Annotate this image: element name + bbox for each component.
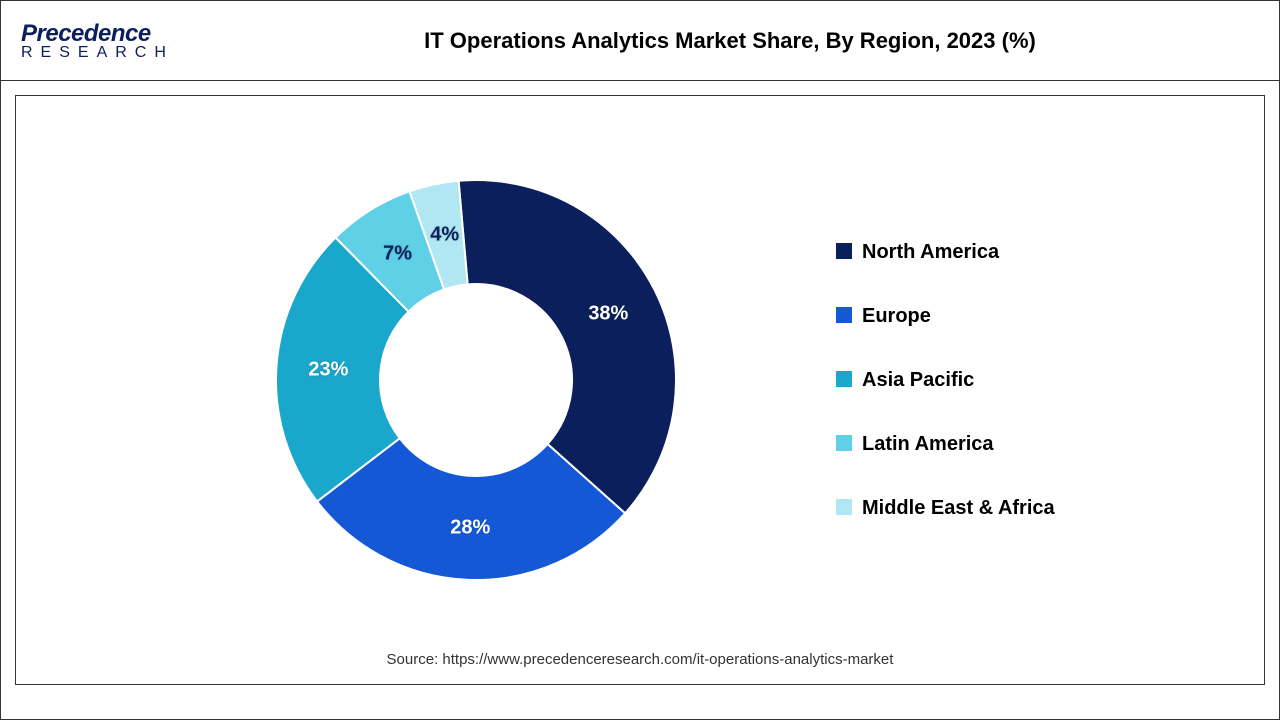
legend-swatch (836, 371, 852, 387)
logo-line2: RESEARCH (21, 44, 191, 62)
legend-item: Europe (836, 303, 1055, 329)
legend-label: Europe (862, 303, 931, 329)
legend-swatch (836, 499, 852, 515)
legend-label: Latin America (862, 431, 994, 457)
source-text: Source: https://www.precedenceresearch.c… (16, 651, 1264, 668)
legend: North America Europe Asia Pacific Latin Ame… (836, 239, 1055, 521)
legend-label: Asia Pacific (862, 367, 974, 393)
legend-swatch (836, 435, 852, 451)
legend-item: Middle East & Africa (836, 495, 1055, 521)
donut-chart: 38% 28% 23% 7% 4% (236, 140, 716, 620)
header-bar: Precedence RESEARCH IT Operations Analyt… (1, 1, 1279, 81)
slice-label: 28% (450, 516, 490, 539)
legend-item: Asia Pacific (836, 367, 1055, 393)
slice-label: 7% (383, 243, 412, 266)
legend-item: Latin America (836, 431, 1055, 457)
legend-swatch (836, 243, 852, 259)
brand-logo: Precedence RESEARCH (21, 11, 191, 71)
legend-swatch (836, 307, 852, 323)
legend-item: North America (836, 239, 1055, 265)
legend-label: North America (862, 239, 999, 265)
outer-frame: Precedence RESEARCH IT Operations Analyt… (0, 0, 1280, 720)
slice-label: 38% (588, 302, 628, 325)
chart-frame: 38% 28% 23% 7% 4% North America Europe Asia Pa… (15, 95, 1265, 685)
slice-label: 4% (430, 224, 459, 247)
legend-label: Middle East & Africa (862, 495, 1055, 521)
chart-title: IT Operations Analytics Market Share, By… (201, 28, 1259, 54)
slice-label: 23% (308, 358, 348, 381)
